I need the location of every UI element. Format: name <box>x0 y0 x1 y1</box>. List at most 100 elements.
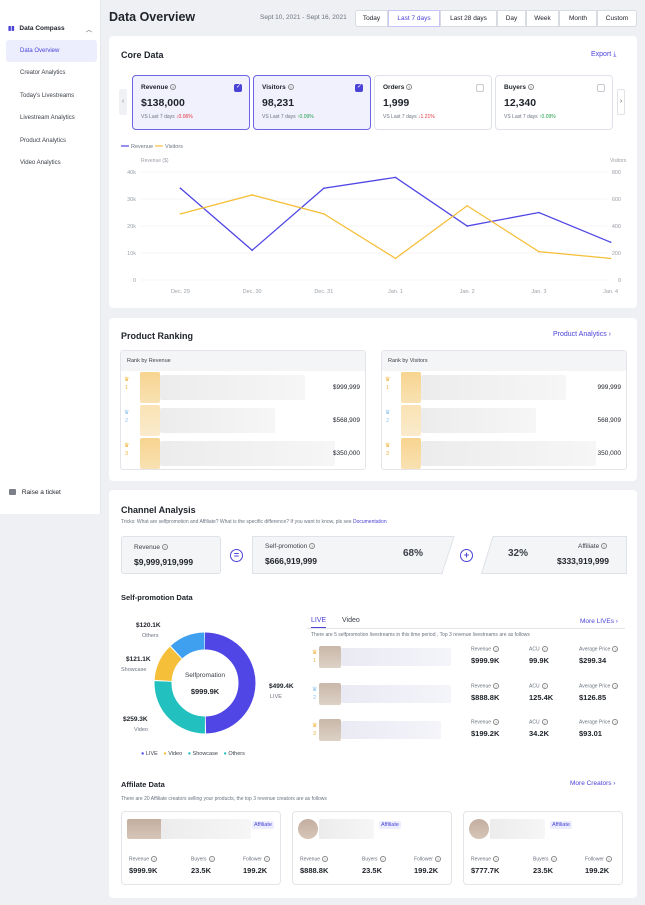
product-name-blurred <box>160 441 335 466</box>
x-tick-label: Dec. 30 <box>243 289 262 295</box>
range-last-28-days[interactable]: Last 28 days <box>440 10 497 27</box>
metrics-prev-arrow[interactable]: ‹ <box>119 89 127 115</box>
stat-label: ACU? <box>529 683 548 689</box>
legend-label-others: Others <box>228 751 245 757</box>
range-week[interactable]: Week <box>526 10 559 27</box>
sidebar-item-product-analytics[interactable]: Product Analytics <box>6 130 97 152</box>
info-icon[interactable]: ? <box>151 856 158 862</box>
range-day[interactable]: Day <box>497 10 526 27</box>
rank-number: 2 <box>386 418 390 424</box>
stat-label: Buyers? <box>191 856 215 862</box>
metric-checkbox[interactable] <box>597 84 605 92</box>
data-point-visitors <box>609 257 612 260</box>
info-icon[interactable]: ? <box>612 683 619 689</box>
slice-name-video: Video <box>134 727 148 733</box>
metric-card-visitors[interactable]: Visitors ? 98,231 VS Last 7 days ↑0.09% … <box>253 75 371 130</box>
y-left-tick-label: 40k <box>127 170 136 176</box>
more-creators-label: More Creators <box>570 780 612 787</box>
info-icon[interactable]: ? <box>541 683 548 689</box>
metrics-next-arrow[interactable]: › <box>617 89 625 115</box>
info-icon[interactable]: ? <box>309 543 316 550</box>
product-thumbnail <box>140 405 160 436</box>
raise-ticket-button[interactable]: Raise a ticket <box>9 489 61 496</box>
export-button[interactable]: Export ⤓ <box>591 51 616 59</box>
info-icon[interactable]: ? <box>169 84 176 91</box>
sidebar-item-video-analytics[interactable]: Video Analytics <box>6 152 97 174</box>
donut-slice-live[interactable] <box>154 632 256 734</box>
sidebar-item-creator-analytics[interactable]: Creator Analytics <box>6 62 97 84</box>
info-icon[interactable]: ? <box>406 84 413 91</box>
info-icon[interactable]: ? <box>527 84 534 91</box>
metric-checkbox[interactable]: ✓ <box>355 84 363 92</box>
sidebar-item-livestream-analytics[interactable]: Livestream Analytics <box>6 107 97 129</box>
stat-label: Average Price? <box>579 683 619 689</box>
metric-change: 0.09% <box>541 114 556 120</box>
self-promotion-title: Self-promotion Data <box>121 593 193 602</box>
tab-live[interactable]: LIVE <box>311 617 327 628</box>
stat-label-text: Revenue <box>300 856 321 863</box>
stat-value: 199.2K <box>585 866 610 875</box>
info-icon[interactable]: ? <box>550 856 557 862</box>
info-icon[interactable]: ? <box>493 646 500 652</box>
info-icon[interactable]: ? <box>322 856 329 862</box>
info-icon[interactable]: ? <box>379 856 386 862</box>
stat-label-text: Buyers <box>533 856 549 863</box>
livestream-title-blurred <box>341 721 441 739</box>
info-icon[interactable]: ? <box>287 84 294 91</box>
arrow-up-icon: ↑ <box>539 114 542 120</box>
range-last-7-days[interactable]: Last 7 days <box>388 10 440 27</box>
info-icon[interactable]: ? <box>601 543 608 550</box>
product-thumbnail <box>140 372 160 403</box>
stat-label-text: Buyers <box>191 856 207 863</box>
check-icon: ✓ <box>236 84 242 90</box>
info-icon[interactable]: ? <box>493 683 500 689</box>
info-icon[interactable]: ? <box>612 646 619 652</box>
info-icon[interactable]: ? <box>493 856 500 862</box>
range-custom[interactable]: Custom <box>597 10 637 27</box>
chevron-up-icon[interactable]: ︿ <box>86 28 93 34</box>
info-icon[interactable]: ? <box>434 856 441 862</box>
equals-icon: = <box>230 549 243 562</box>
rank-by-visitors-header: Rank by Visitors <box>382 351 626 371</box>
livestream-thumbnail <box>319 646 341 668</box>
metric-checkbox[interactable]: ✓ <box>234 84 242 92</box>
product-analytics-link[interactable]: Product Analytics › <box>553 331 611 338</box>
data-point-revenue <box>251 249 253 252</box>
metric-card-orders[interactable]: Orders ? 1,999 VS Last 7 days ↓1.21% <box>374 75 492 130</box>
info-icon[interactable]: ? <box>612 719 619 725</box>
y-right-tick-label: 800 <box>612 170 621 176</box>
sidebar-item-todays-livestreams[interactable]: Today's Livestreams <box>6 85 97 107</box>
info-icon[interactable]: ? <box>161 544 168 551</box>
creator-avatar <box>469 819 489 839</box>
range-month[interactable]: Month <box>559 10 597 27</box>
info-icon[interactable]: ? <box>541 646 548 652</box>
metric-card-buyers[interactable]: Buyers ? 12,340 VS Last 7 days ↑0.09% <box>495 75 613 130</box>
info-icon[interactable]: ? <box>605 856 612 862</box>
sidebar-item-data-overview[interactable]: Data Overview <box>6 40 97 62</box>
data-point-visitors <box>179 213 182 215</box>
info-icon[interactable]: ? <box>493 719 500 725</box>
slice-name-live: LIVE <box>270 694 282 700</box>
series-line-visitors <box>180 194 611 260</box>
stat-label: Revenue? <box>471 856 500 862</box>
sidebar-item-label: Product Analytics <box>20 138 67 144</box>
stat-label-text: Follower <box>243 856 262 863</box>
stat-label: Follower? <box>414 856 441 862</box>
more-creators-link[interactable]: More Creators › <box>570 780 616 787</box>
self-promotion-box <box>252 536 455 574</box>
range-today[interactable]: Today <box>355 10 388 27</box>
crown-icon: ♛ <box>385 410 391 416</box>
donut-slice-video[interactable] <box>154 632 256 734</box>
documentation-link[interactable]: Documentation <box>352 519 387 525</box>
metric-card-revenue[interactable]: Revenue ? $138,000 VS Last 7 days ↓0.06%… <box>132 75 250 130</box>
sidebar-header[interactable]: ▮▮ Data Compass ︿ <box>8 25 92 34</box>
more-lives-link[interactable]: More LIVEs › <box>580 618 618 625</box>
tab-video[interactable]: Video <box>342 617 360 624</box>
info-icon[interactable]: ? <box>541 719 548 725</box>
date-range[interactable]: Sept 10, 2021 - Sept 16, 2021 <box>260 14 347 21</box>
stat-label: Follower? <box>243 856 270 862</box>
info-icon[interactable]: ? <box>208 856 215 862</box>
info-icon[interactable]: ? <box>263 856 270 862</box>
metric-checkbox[interactable] <box>476 84 484 92</box>
stat-label: Average Price? <box>579 719 619 725</box>
